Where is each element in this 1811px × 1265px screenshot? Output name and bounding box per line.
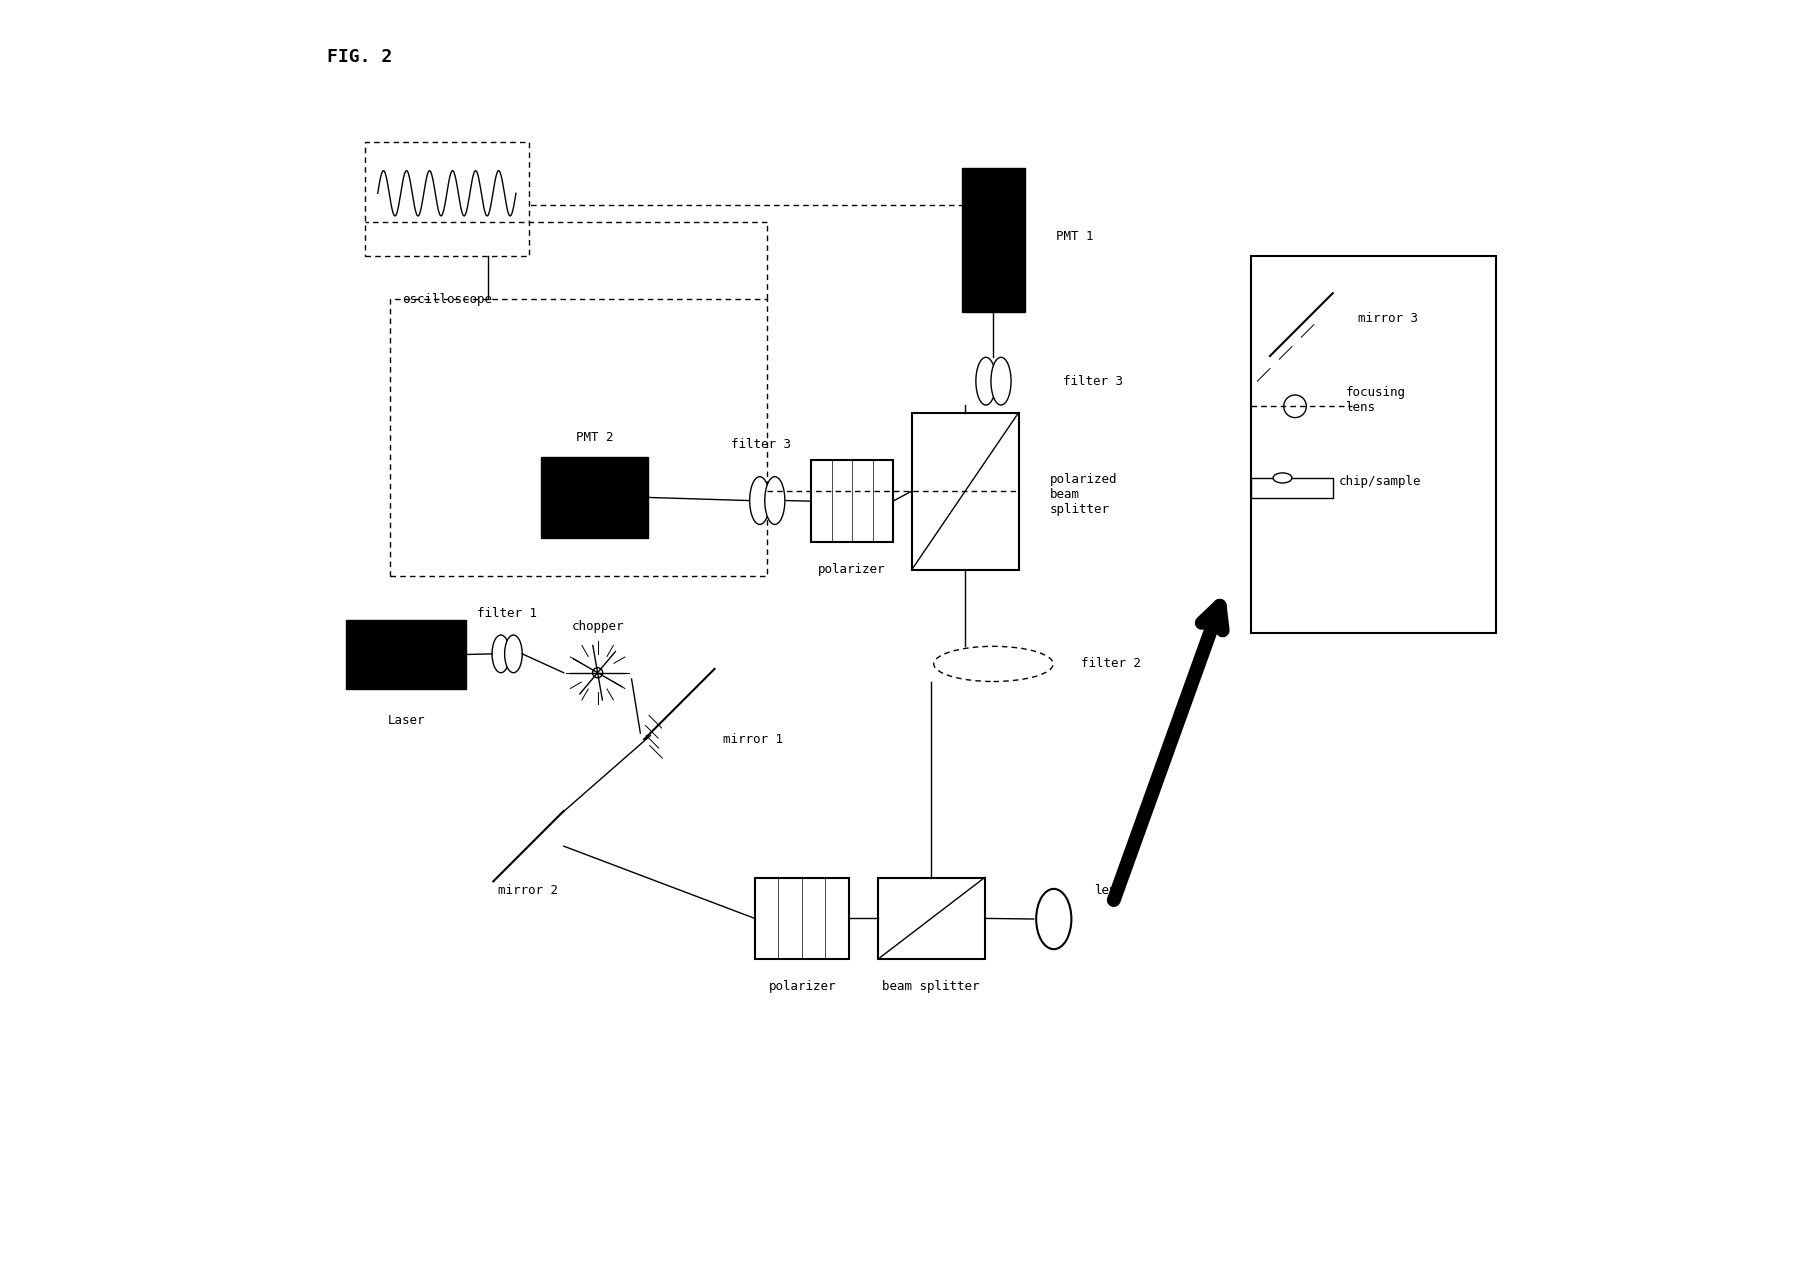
Bar: [541, 457, 648, 538]
Bar: [366, 143, 529, 256]
Bar: [962, 167, 1025, 312]
Text: chip/sample: chip/sample: [1338, 476, 1422, 488]
Ellipse shape: [1036, 889, 1072, 949]
Bar: [1251, 256, 1496, 632]
Text: mirror 3: mirror 3: [1358, 312, 1418, 325]
Text: lens: lens: [1094, 884, 1125, 897]
Text: Laser: Laser: [388, 713, 426, 727]
Text: focusing
lens: focusing lens: [1346, 386, 1405, 414]
Text: filter 3: filter 3: [1063, 374, 1123, 387]
Text: PMT 1: PMT 1: [1056, 230, 1094, 243]
Text: polarized
beam
splitter: polarized beam splitter: [1050, 473, 1117, 516]
Text: oscilloscope: oscilloscope: [402, 293, 493, 306]
Text: mirror 1: mirror 1: [723, 732, 784, 746]
Text: beam splitter: beam splitter: [882, 980, 980, 993]
Bar: [346, 620, 465, 689]
Bar: [878, 878, 985, 959]
Bar: [1251, 478, 1333, 498]
Ellipse shape: [934, 646, 1054, 682]
Bar: [389, 300, 768, 576]
Ellipse shape: [764, 477, 784, 525]
Text: filter 3: filter 3: [732, 438, 791, 450]
Ellipse shape: [1273, 473, 1291, 483]
Text: mirror 2: mirror 2: [498, 884, 558, 897]
Ellipse shape: [505, 635, 522, 673]
Text: polarizer: polarizer: [768, 980, 837, 993]
Text: chopper: chopper: [570, 620, 623, 632]
Text: PMT 2: PMT 2: [576, 431, 614, 444]
Text: FIG. 2: FIG. 2: [328, 48, 393, 66]
Text: filter 1: filter 1: [476, 607, 538, 620]
Text: polarizer: polarizer: [819, 563, 886, 576]
Bar: [811, 460, 893, 541]
Ellipse shape: [991, 357, 1011, 405]
Bar: [755, 878, 849, 959]
Ellipse shape: [976, 357, 996, 405]
Ellipse shape: [592, 668, 603, 678]
Bar: [911, 412, 1018, 569]
Ellipse shape: [750, 477, 770, 525]
Text: filter 2: filter 2: [1081, 658, 1141, 670]
Ellipse shape: [1284, 395, 1306, 417]
Ellipse shape: [493, 635, 509, 673]
